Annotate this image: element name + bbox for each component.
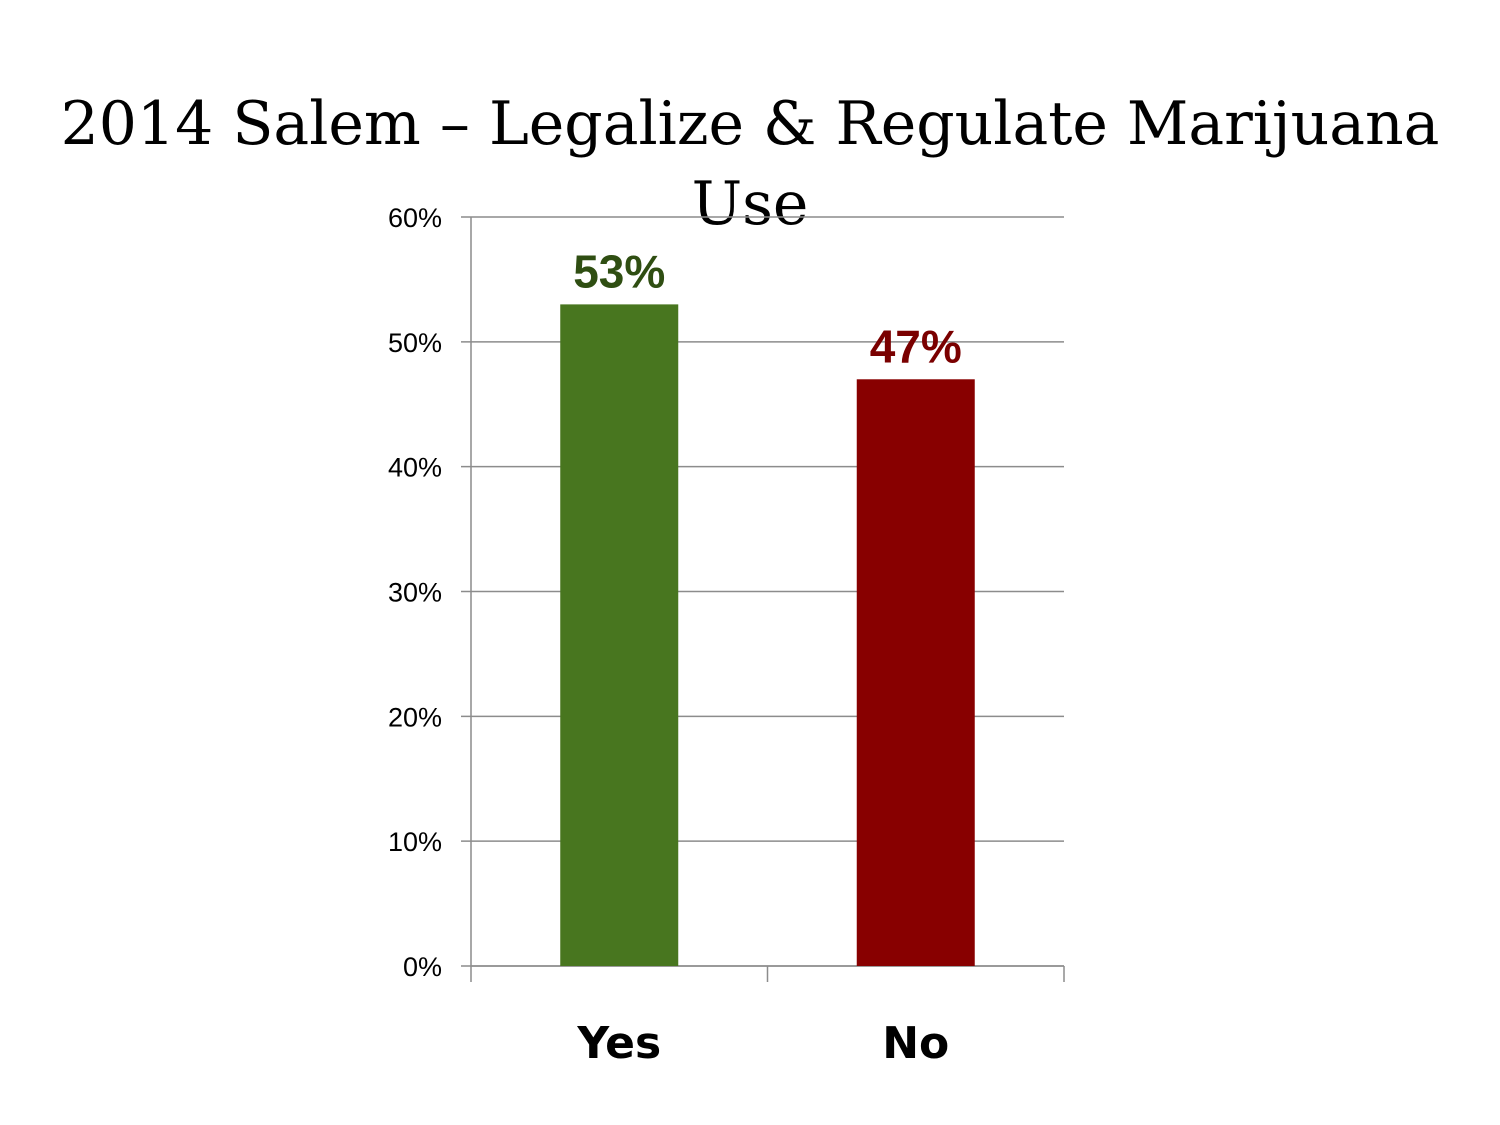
y-tick-label: 50% [388, 328, 442, 358]
chart-title: 2014 Salem – Legalize & Regulate Marijua… [60, 89, 1440, 239]
data-label-no: 47% [870, 320, 962, 372]
data-label-yes: 53% [573, 245, 665, 297]
y-tick-label: 60% [388, 203, 442, 233]
category-label-no: No [882, 1018, 949, 1069]
bar-no [856, 379, 975, 966]
y-tick-label: 10% [388, 827, 442, 857]
y-tick-label: 20% [388, 702, 442, 732]
y-tick-label: 0% [403, 952, 442, 982]
y-tick-label: 30% [388, 578, 442, 608]
bar-yes [560, 304, 679, 967]
y-tick-label: 40% [388, 453, 442, 483]
category-label-yes: Yes [576, 1018, 661, 1069]
